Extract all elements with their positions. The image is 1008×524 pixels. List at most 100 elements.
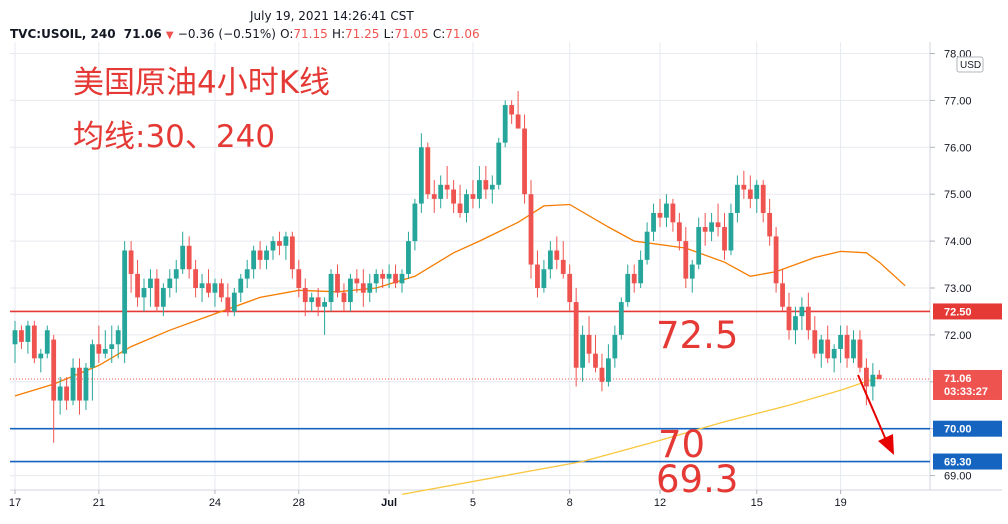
candle-body xyxy=(206,283,211,293)
candle-body xyxy=(25,325,31,342)
candle-body xyxy=(812,330,818,354)
annotation-level-1: 72.5 xyxy=(656,314,738,357)
currency-badge xyxy=(956,56,984,73)
candle-body xyxy=(412,203,418,242)
candle-body xyxy=(754,184,760,199)
candle-body xyxy=(864,367,869,387)
candle-body xyxy=(818,339,824,354)
candle-body xyxy=(83,367,89,401)
candle-body xyxy=(51,339,57,401)
candle-body xyxy=(547,250,553,270)
candle-body xyxy=(625,273,631,303)
open-label: O: xyxy=(280,27,294,41)
price-axis: 69.0070.0071.0072.0073.0074.0075.0076.00… xyxy=(930,49,1002,483)
candle-body xyxy=(857,339,863,368)
candle-body xyxy=(760,184,766,213)
y-tick-label: 69.00 xyxy=(944,471,972,483)
candle-body xyxy=(154,278,160,307)
x-tick-label: 15 xyxy=(751,497,763,509)
candle-body xyxy=(64,386,69,401)
candle-body xyxy=(199,283,205,288)
timestamp: July 19, 2021 14:26:41 CST xyxy=(250,9,414,23)
arrow-shaft xyxy=(857,374,887,441)
candle-body xyxy=(851,339,856,359)
low-label: L: xyxy=(383,27,395,41)
candle-body xyxy=(109,344,115,349)
candle-body xyxy=(289,236,295,270)
candle-body xyxy=(767,212,773,237)
x-tick-label: 24 xyxy=(209,497,221,509)
currency-label: USD xyxy=(960,60,981,71)
candle-body xyxy=(148,278,153,288)
candle-body xyxy=(560,259,566,274)
candle-body xyxy=(315,297,321,307)
candle-body xyxy=(676,222,682,242)
candle-body xyxy=(264,250,269,260)
candle-body xyxy=(322,302,327,307)
high-value: 71.25 xyxy=(345,27,380,41)
candle-body xyxy=(141,288,147,298)
symbol[interactable]: TVC:USOIL, 240 xyxy=(10,27,116,41)
y-tick-label: 76.00 xyxy=(944,142,972,154)
candle-body xyxy=(580,334,585,368)
candle-body xyxy=(586,334,592,354)
last-price: 71.06 xyxy=(123,27,162,41)
candle-body xyxy=(90,344,95,368)
candle-body xyxy=(638,259,644,284)
candle-body xyxy=(715,222,721,228)
candle-body xyxy=(702,227,708,232)
close-label: C: xyxy=(432,27,446,41)
candle-body xyxy=(102,348,108,354)
candle-body xyxy=(657,212,663,218)
last-price-text: 03:33:27 xyxy=(944,386,988,398)
low-value: 71.05 xyxy=(394,27,429,41)
annotation-level-3: 69.3 xyxy=(656,458,738,501)
candle-body xyxy=(373,273,379,284)
candle-body xyxy=(838,334,843,349)
y-tick-label: 75.00 xyxy=(944,189,972,201)
candle-body xyxy=(12,330,18,345)
candle-body xyxy=(612,334,618,359)
candle-body xyxy=(335,273,340,293)
candle-body xyxy=(502,105,508,143)
time-axis: 17 21 24 28 Jul 5 8 12 15 19 xyxy=(9,490,847,509)
x-tick-label: 19 xyxy=(834,497,846,509)
candle-body xyxy=(431,194,437,199)
candle-body xyxy=(535,264,540,288)
candle-body xyxy=(825,339,831,359)
candle-body xyxy=(31,325,37,359)
candle-body xyxy=(77,367,82,401)
candle-body xyxy=(773,236,779,284)
close-value: 71.06 xyxy=(445,27,480,41)
y-tick-label: 74.00 xyxy=(944,236,972,248)
candle-body xyxy=(528,194,534,265)
candle-body xyxy=(573,302,579,368)
arrow-head xyxy=(878,434,894,455)
annotation-level-2: 70 xyxy=(658,423,705,466)
candle-body xyxy=(831,348,837,359)
candle-body xyxy=(393,273,398,284)
candle-body xyxy=(509,105,515,115)
candle-body xyxy=(651,212,656,232)
ma240-line xyxy=(401,376,880,496)
candle-body xyxy=(167,278,173,288)
candle-body xyxy=(57,386,63,401)
symbol-info: TVC:USOIL, 240 71.06 ▼ −0.36 (−0.51%) O:… xyxy=(10,27,480,41)
x-tick-label: 21 xyxy=(93,497,105,509)
candle-body xyxy=(406,241,411,274)
price-change: −0.36 (−0.51%) xyxy=(177,27,276,41)
candle-body xyxy=(44,330,50,354)
candle-body xyxy=(244,269,250,279)
candle-body xyxy=(122,250,128,354)
candle-body xyxy=(618,302,624,335)
candle-body xyxy=(277,241,282,246)
y-tick-label: 72.00 xyxy=(944,330,972,342)
candle-body xyxy=(606,358,611,382)
candle-body xyxy=(670,203,676,223)
candle-body xyxy=(780,283,785,307)
horizontal-levels xyxy=(10,310,930,463)
last-price-badge xyxy=(933,369,1002,400)
candle-body xyxy=(115,330,121,345)
candle-body xyxy=(238,278,244,293)
